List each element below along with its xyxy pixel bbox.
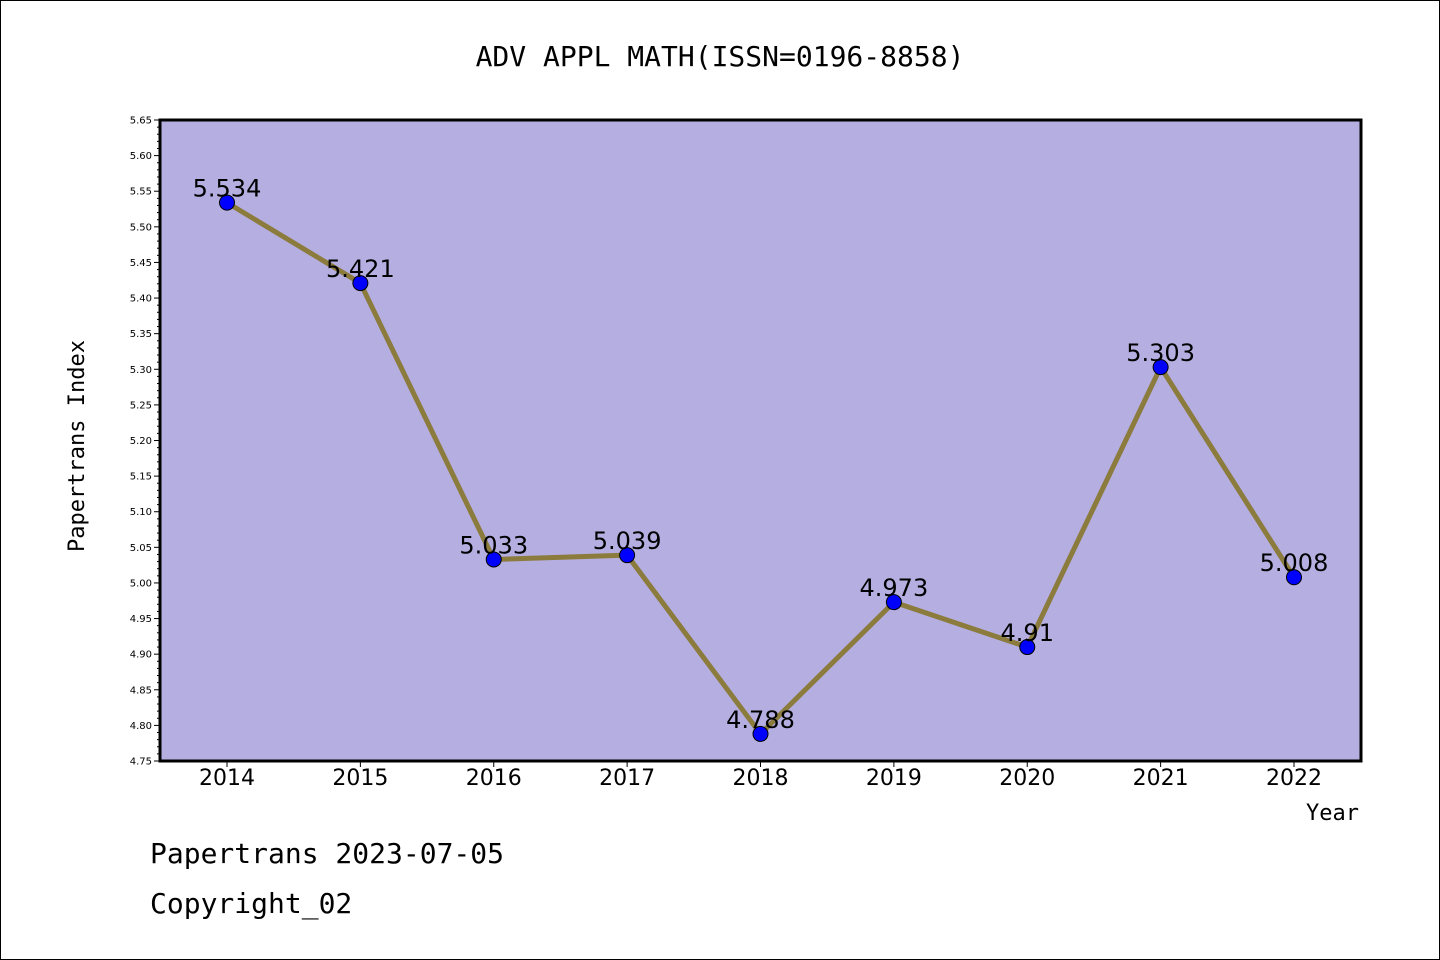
data-point (1152, 359, 1169, 376)
y-tick-label: 5.05 (130, 543, 152, 554)
data-point (485, 551, 502, 568)
y-tick-label: 4.80 (130, 721, 152, 732)
x-tick-label: 2022 (1266, 766, 1322, 791)
x-axis: 2014 2015 2016 2017 2018 2019 2020 2021 2022 (199, 761, 1322, 791)
y-tick-label: 4.90 (130, 650, 152, 661)
y-tick-label: 5.60 (130, 151, 152, 162)
y-tick-label: 5.15 (130, 472, 152, 483)
footer-date: Papertrans 2023-07-05 (150, 837, 504, 870)
data-label: 5.008 (1260, 549, 1329, 577)
plot-border (158, 118, 1363, 763)
data-label: 5.421 (326, 255, 395, 283)
y-tick-label: 5.00 (130, 578, 152, 589)
x-tick-label: 2018 (733, 766, 789, 791)
data-point (352, 275, 369, 292)
y-tick-label: 5.20 (130, 436, 152, 447)
data-label: 4.788 (726, 706, 795, 734)
data-point (885, 594, 902, 611)
y-tick-label: 5.45 (130, 258, 152, 269)
data-point (1286, 569, 1302, 586)
x-axis-label: Year (1306, 801, 1359, 826)
y-tick-label: 4.95 (130, 614, 152, 625)
y-tick-label: 5.65 (130, 116, 152, 127)
y-tick-label: 5.30 (130, 365, 152, 376)
x-tick-label: 2016 (466, 766, 522, 791)
x-tick-label: 2021 (1133, 766, 1189, 791)
data-label: 5.303 (1126, 339, 1195, 367)
x-tick-label: 2014 (199, 766, 255, 791)
data-label: 4.973 (860, 574, 929, 602)
y-tick-label: 5.40 (130, 294, 152, 305)
y-tick-label: 5.35 (130, 329, 152, 340)
data-label: 5.033 (459, 531, 528, 559)
y-tick-label: 5.55 (130, 187, 152, 198)
data-labels-group: 5.534 5.421 5.033 5.039 4.788 4.973 4.91 5.303 5… (193, 175, 1329, 734)
y-tick-label: 4.75 (130, 757, 152, 768)
data-point (619, 547, 636, 564)
data-label: 4.91 (1001, 619, 1054, 647)
data-point (1019, 639, 1036, 656)
data-point (752, 725, 769, 742)
y-tick-label: 5.50 (130, 222, 152, 233)
footer-copyright: Copyright_02 (150, 887, 352, 921)
y-axis: 4.75 4.80 4.85 4.90 4.95 5.00 5.05 5.10 5.15 5.20… (130, 116, 160, 768)
x-tick-label: 2020 (999, 766, 1055, 791)
plot-area (160, 120, 1361, 761)
data-point (219, 194, 235, 211)
x-tick-label: 2017 (599, 766, 655, 791)
data-label: 5.039 (593, 527, 662, 555)
y-tick-label: 5.10 (130, 507, 152, 518)
data-label: 5.534 (193, 175, 262, 203)
x-tick-label: 2015 (332, 766, 388, 791)
y-axis-label: Papertrans Index (65, 340, 90, 552)
series-line-group (219, 194, 1302, 742)
y-tick-label: 5.25 (130, 400, 152, 411)
y-tick-label: 4.85 (130, 685, 152, 696)
chart-title: ADV APPL MATH(ISSN=0196-8858) (476, 40, 965, 73)
x-tick-label: 2019 (866, 766, 922, 791)
